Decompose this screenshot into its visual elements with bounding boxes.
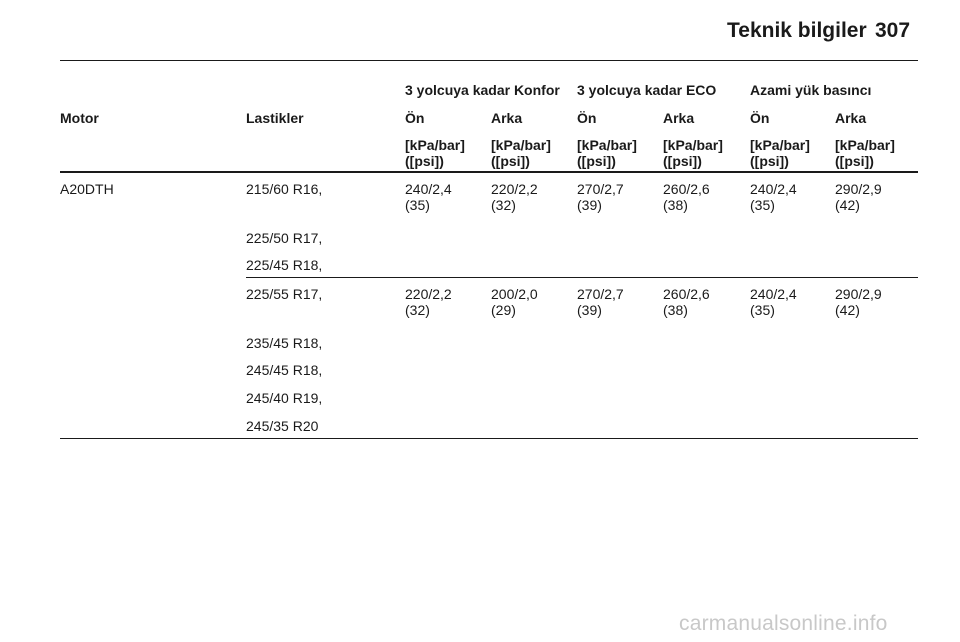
- pressure-value: 260/2,6 (38): [663, 181, 710, 213]
- pressure-kpa-bar: 270/2,7: [577, 286, 624, 302]
- pressure-value: 220/2,2 (32): [405, 286, 452, 318]
- unit-kpa-bar: [kPa/bar]: [835, 137, 895, 153]
- pressure-psi: (42): [835, 197, 860, 213]
- pressure-kpa-bar: 290/2,9: [835, 181, 882, 197]
- table-bottom-rule: [60, 438, 918, 439]
- pressure-psi: (39): [577, 302, 602, 318]
- unit-kpa-bar: [kPa/bar]: [491, 137, 551, 153]
- tire-size: 225/55 R17,: [246, 286, 323, 302]
- row-divider: [246, 277, 918, 278]
- pressure-value: 290/2,9 (42): [835, 286, 882, 318]
- pressure-kpa-bar: 200/2,0: [491, 286, 538, 302]
- tire-size: 225/45 R18,: [246, 257, 323, 273]
- tire-size: 235/45 R18,: [246, 335, 323, 351]
- column-header-rear: Arka: [835, 110, 867, 126]
- pressure-value: 220/2,2 (32): [491, 181, 538, 213]
- unit-psi: ([psi]): [405, 153, 444, 169]
- page-number: 307: [875, 19, 911, 42]
- pressure-psi: (42): [835, 302, 860, 318]
- pressure-kpa-bar: 240/2,4: [750, 286, 797, 302]
- column-header-front: Ön: [750, 110, 770, 126]
- unit-label: [kPa/bar] ([psi]): [491, 137, 551, 169]
- pressure-value: 270/2,7 (39): [577, 181, 624, 213]
- pressure-value: 240/2,4 (35): [750, 181, 797, 213]
- unit-psi: ([psi]): [491, 153, 530, 169]
- pressure-kpa-bar: 260/2,6: [663, 286, 710, 302]
- unit-kpa-bar: [kPa/bar]: [405, 137, 465, 153]
- unit-psi: ([psi]): [577, 153, 616, 169]
- pressure-value: 240/2,4 (35): [405, 181, 452, 213]
- column-header-front: Ön: [577, 110, 597, 126]
- header-rule: [60, 60, 918, 61]
- table-header-rule: [60, 171, 918, 173]
- pressure-kpa-bar: 220/2,2: [491, 181, 538, 197]
- pressure-psi: (39): [577, 197, 602, 213]
- column-header-rear: Arka: [491, 110, 523, 126]
- pressure-psi: (38): [663, 197, 688, 213]
- pressure-psi: (35): [750, 302, 775, 318]
- page-title: Teknik bilgiler: [727, 19, 867, 42]
- unit-label: [kPa/bar] ([psi]): [405, 137, 465, 169]
- pressure-psi: (29): [491, 302, 516, 318]
- pressure-psi: (32): [405, 302, 430, 318]
- pressure-value: 260/2,6 (38): [663, 286, 710, 318]
- unit-kpa-bar: [kPa/bar]: [577, 137, 637, 153]
- pressure-kpa-bar: 240/2,4: [750, 181, 797, 197]
- group-header-comfort: 3 yolcuya kadar Konfor: [405, 82, 560, 98]
- pressure-psi: (38): [663, 302, 688, 318]
- pressure-value: 200/2,0 (29): [491, 286, 538, 318]
- column-header-front: Ön: [405, 110, 425, 126]
- unit-psi: ([psi]): [750, 153, 789, 169]
- pressure-kpa-bar: 260/2,6: [663, 181, 710, 197]
- tire-size: 245/40 R19,: [246, 390, 323, 406]
- unit-label: [kPa/bar] ([psi]): [750, 137, 810, 169]
- unit-label: [kPa/bar] ([psi]): [577, 137, 637, 169]
- group-header-eco: 3 yolcuya kadar ECO: [577, 82, 717, 98]
- tire-size: 215/60 R16,: [246, 181, 323, 197]
- column-header-tires: Lastikler: [246, 110, 304, 126]
- tire-size: 245/45 R18,: [246, 362, 323, 378]
- pressure-psi: (35): [750, 197, 775, 213]
- unit-psi: ([psi]): [663, 153, 702, 169]
- tire-size: 245/35 R20: [246, 418, 319, 434]
- unit-kpa-bar: [kPa/bar]: [750, 137, 810, 153]
- pressure-value: 290/2,9 (42): [835, 181, 882, 213]
- unit-kpa-bar: [kPa/bar]: [663, 137, 723, 153]
- pressure-kpa-bar: 270/2,7: [577, 181, 624, 197]
- tire-size: 225/50 R17,: [246, 230, 323, 246]
- pressure-psi: (32): [491, 197, 516, 213]
- pressure-psi: (35): [405, 197, 430, 213]
- group-header-max-load: Azami yük basıncı: [750, 82, 872, 98]
- pressure-kpa-bar: 290/2,9: [835, 286, 882, 302]
- column-header-rear: Arka: [663, 110, 695, 126]
- motor-cell: A20DTH: [60, 181, 114, 197]
- pressure-kpa-bar: 220/2,2: [405, 286, 452, 302]
- column-header-motor: Motor: [60, 110, 99, 126]
- unit-label: [kPa/bar] ([psi]): [835, 137, 895, 169]
- pressure-value: 240/2,4 (35): [750, 286, 797, 318]
- watermark: carmanualsonline.info: [679, 612, 888, 635]
- pressure-kpa-bar: 240/2,4: [405, 181, 452, 197]
- unit-label: [kPa/bar] ([psi]): [663, 137, 723, 169]
- unit-psi: ([psi]): [835, 153, 874, 169]
- pressure-value: 270/2,7 (39): [577, 286, 624, 318]
